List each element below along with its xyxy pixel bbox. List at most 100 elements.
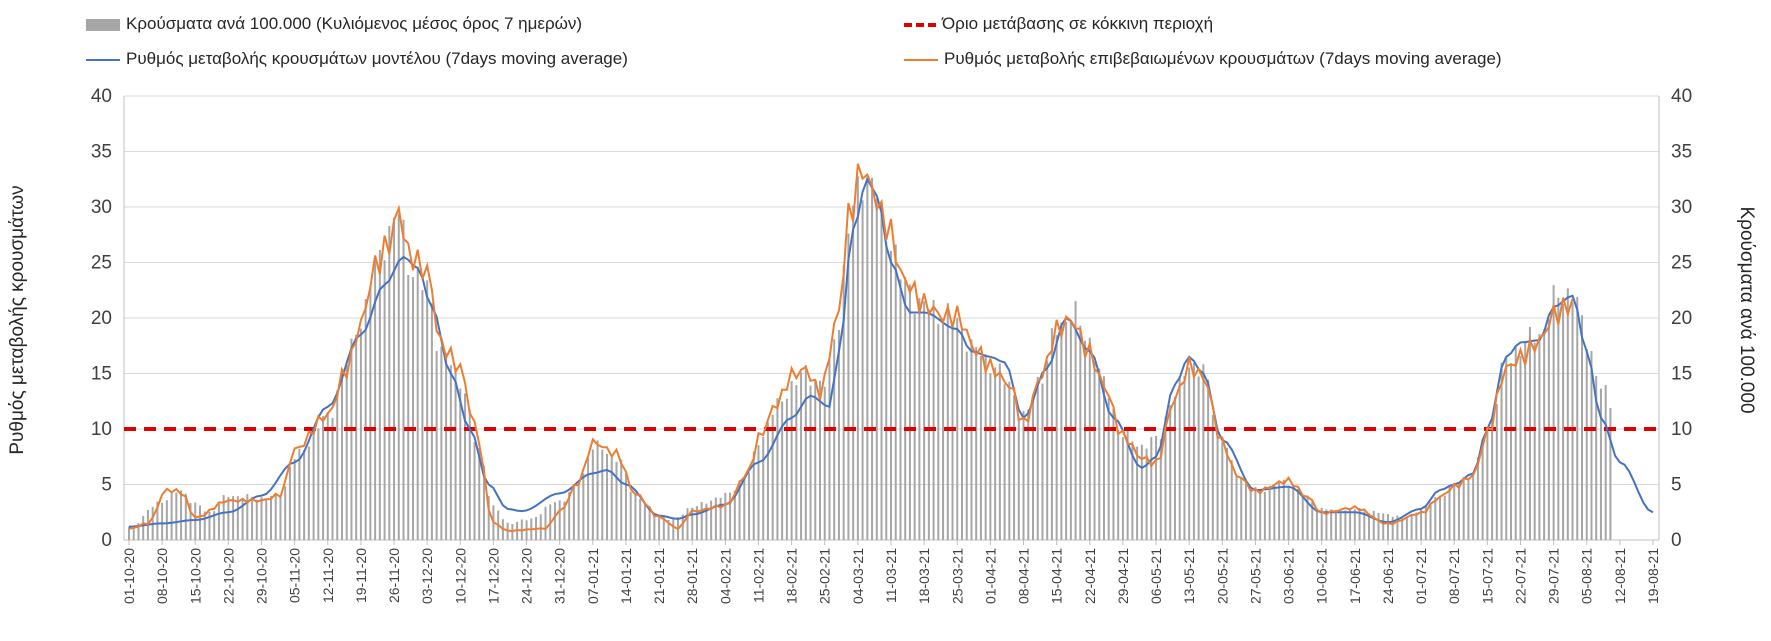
bar (1604, 385, 1607, 540)
bar (1017, 417, 1020, 540)
bar (402, 219, 405, 541)
bar (1315, 508, 1318, 540)
bar (1211, 414, 1214, 540)
x-tick-label: 10-12-20 (452, 548, 468, 604)
bar (1216, 428, 1219, 540)
bar (686, 508, 689, 540)
bar (847, 233, 850, 541)
bar (1429, 502, 1432, 540)
bar (184, 493, 187, 540)
bar (487, 496, 490, 540)
y-tick-label-right: 30 (1671, 197, 1692, 218)
bar (1339, 513, 1342, 540)
bar (180, 490, 183, 540)
bar (1188, 367, 1191, 540)
legend-bars-label: Κρούσματα ανά 100.000 (Κυλιόμενος μέσος … (126, 14, 583, 33)
bar (1041, 383, 1044, 540)
bar (956, 318, 959, 540)
bar (1585, 349, 1588, 540)
bar (1301, 496, 1304, 540)
bar (1439, 495, 1442, 540)
bar (738, 480, 741, 540)
bar (213, 511, 216, 540)
x-tick-label: 01-07-21 (1413, 548, 1429, 604)
y-tick-label-right: 35 (1671, 142, 1692, 163)
bar (203, 511, 206, 540)
bar (658, 515, 661, 540)
bar (804, 365, 807, 540)
y-tick-label-right: 15 (1671, 364, 1692, 385)
bar (397, 213, 400, 540)
bar (653, 514, 656, 540)
bar (785, 398, 788, 540)
bar (468, 409, 471, 540)
bar (388, 226, 391, 541)
x-tick-label: 18-03-21 (916, 548, 932, 604)
bar (1566, 288, 1569, 540)
bar (426, 280, 429, 540)
bar (1519, 356, 1522, 540)
x-tick-label: 18-02-21 (784, 548, 800, 604)
bar (582, 473, 585, 540)
bar (629, 491, 632, 540)
bar (1197, 376, 1200, 540)
bar (1330, 509, 1333, 540)
bar (1349, 508, 1352, 540)
bar (1476, 457, 1479, 540)
x-tick-label: 22-07-21 (1512, 548, 1528, 604)
bar (932, 299, 935, 540)
y-tick-label-right: 40 (1671, 86, 1692, 107)
bar (1155, 436, 1158, 540)
bar (748, 472, 751, 540)
bar (1098, 368, 1101, 540)
bar (1510, 363, 1513, 540)
bar (1278, 482, 1281, 540)
bar (128, 526, 130, 540)
bar (842, 264, 845, 540)
bar (322, 416, 325, 540)
bar (1410, 514, 1413, 540)
bar (757, 445, 760, 540)
bar (1055, 335, 1058, 540)
bar (606, 453, 609, 540)
x-tick-label: 25-03-21 (949, 548, 965, 604)
bar (596, 440, 599, 540)
bar (1003, 384, 1006, 540)
bar (984, 354, 987, 540)
bar (326, 412, 329, 540)
x-tick-label: 27-05-21 (1247, 548, 1263, 604)
bar (1178, 376, 1181, 540)
bar (1481, 441, 1484, 540)
bar (284, 486, 287, 540)
bar (1273, 485, 1276, 540)
bar (1325, 509, 1328, 540)
bar (648, 506, 651, 540)
bar (369, 286, 372, 540)
bar (430, 303, 433, 540)
bar (170, 492, 173, 540)
bar (1306, 495, 1309, 540)
bar (1235, 476, 1238, 540)
x-tick-label: 13-05-21 (1181, 548, 1197, 604)
y-tick-label-right: 0 (1671, 530, 1682, 551)
bar (1107, 397, 1110, 540)
bar (1334, 509, 1337, 540)
x-tick-label: 28-01-21 (684, 548, 700, 604)
bar (435, 350, 438, 540)
bar (1145, 448, 1148, 540)
bar (601, 449, 604, 540)
bar (975, 347, 978, 540)
bar (1599, 388, 1602, 540)
bar (1486, 428, 1489, 540)
bar (374, 257, 377, 540)
bar (142, 515, 145, 540)
bar (899, 279, 902, 540)
bar (1027, 409, 1030, 540)
bar (1396, 515, 1399, 540)
bar (643, 503, 646, 540)
x-tick-label: 10-06-21 (1314, 548, 1330, 604)
bar (445, 353, 448, 540)
bar (378, 249, 381, 540)
y-tick-label-left: 25 (91, 253, 112, 274)
